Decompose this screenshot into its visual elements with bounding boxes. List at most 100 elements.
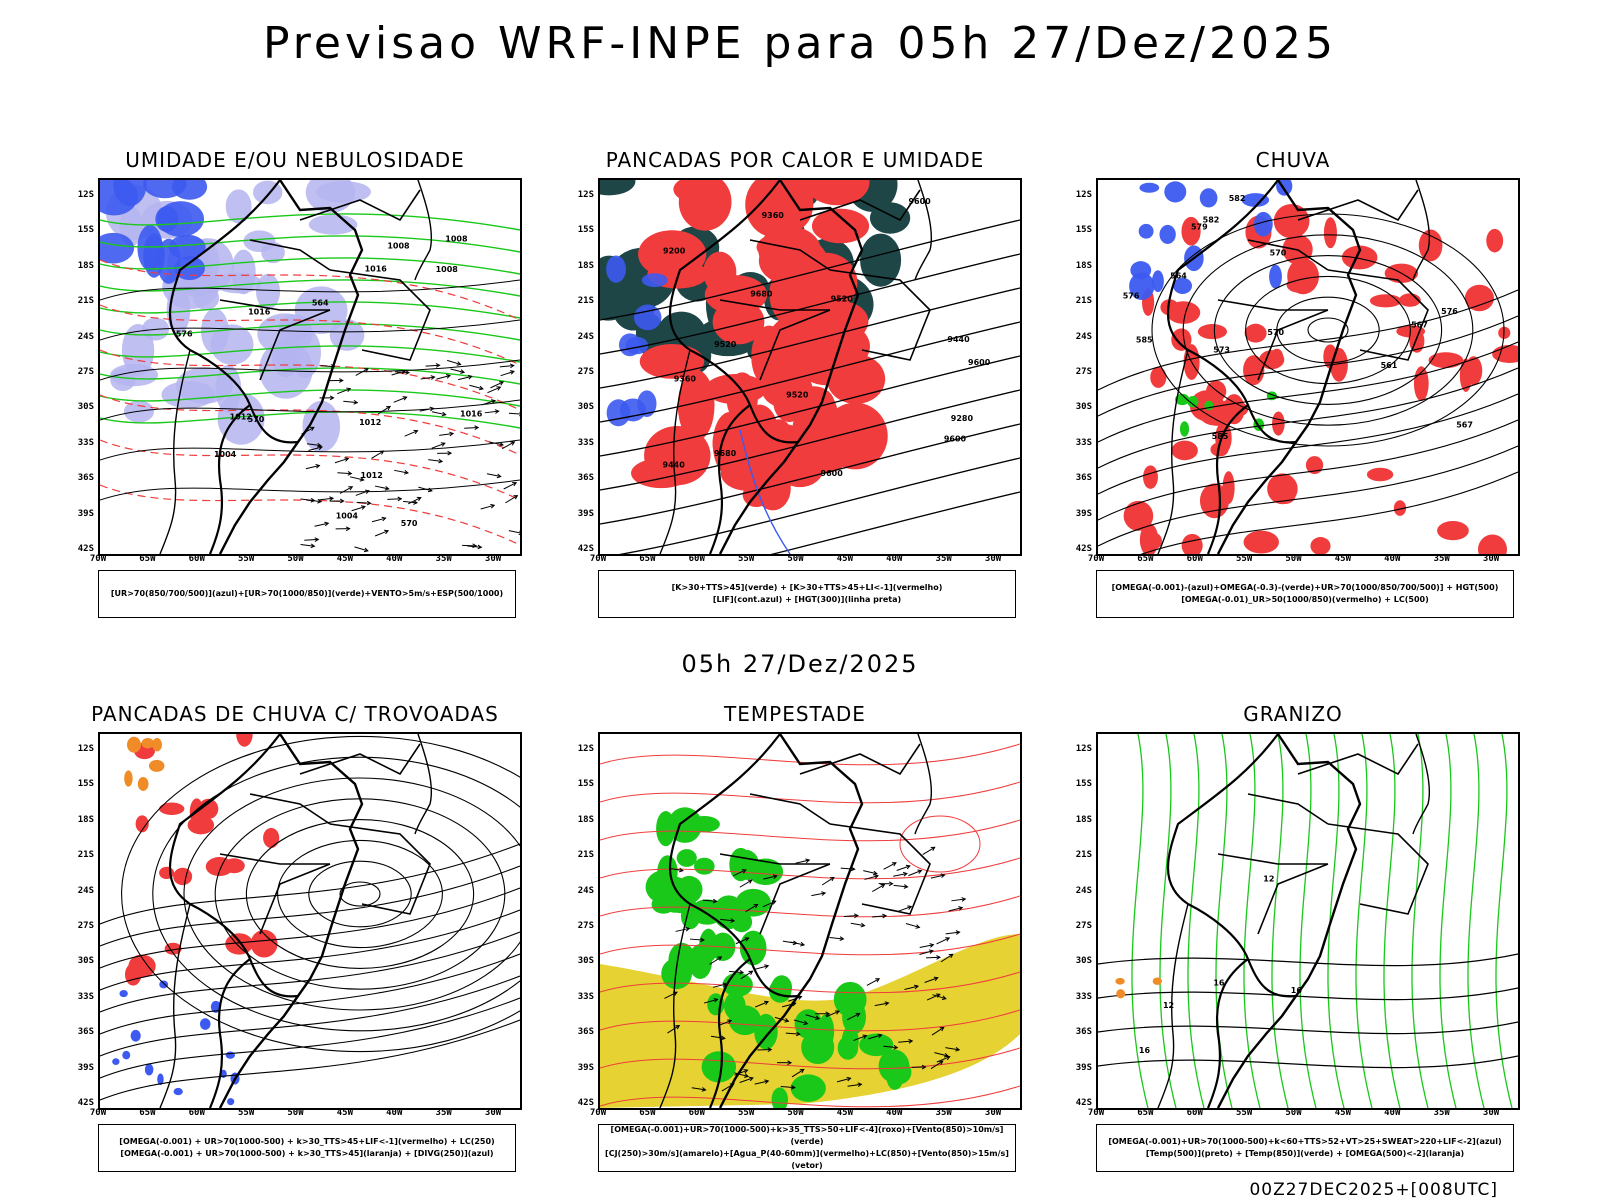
wind-vector-head: [496, 386, 502, 391]
wind-vector: [481, 400, 496, 406]
wind-vector-head: [860, 922, 866, 928]
wind-vector-head: [958, 906, 964, 911]
panel-title: PANCADAS POR CALOR E UMIDADE: [605, 148, 985, 172]
field-area: [171, 180, 208, 200]
field-area: [1130, 261, 1152, 280]
streamline: [1182, 234, 1474, 426]
coastline: [1412, 180, 1431, 281]
legend-line: [OMEGA(-0.001)+UR>70(1000-500)+k>35_TTS>…: [610, 1125, 1004, 1146]
field-area: [250, 929, 278, 958]
latitude-label: 42S: [1075, 544, 1092, 554]
latitude-label: 39S: [577, 508, 594, 519]
latitude-label: 21S: [77, 850, 94, 861]
longitude-label: 35W: [1433, 554, 1450, 564]
wind-vector: [754, 1080, 769, 1085]
wind-vector-head: [404, 470, 409, 475]
wind-vector-head: [730, 918, 736, 923]
field-area: [631, 458, 692, 489]
country-border: [208, 958, 251, 1108]
latitude-label: 12S: [577, 190, 594, 200]
contour-label: 1004: [214, 450, 237, 459]
field-area: [1393, 500, 1407, 516]
wind-vector: [314, 522, 329, 527]
legend-box: [UR>70(850/700/500)](azul)+[UR>70(1000/8…: [98, 570, 516, 618]
field-area: [1465, 356, 1483, 386]
legend-line: [OMEGA(-0.001) + UR>70(1000-500) + k>30_…: [119, 1137, 495, 1146]
streamline: [100, 865, 520, 947]
field-area: [1199, 188, 1218, 208]
panel-title: UMIDADE E/OU NEBULOSIDADE: [125, 148, 465, 172]
wind-vector: [763, 875, 777, 880]
state-border: [1217, 239, 1329, 311]
longitude-label: 55W: [238, 554, 255, 564]
wind-vector: [905, 923, 920, 928]
field-area: [1181, 533, 1203, 554]
field-area: [1305, 456, 1324, 475]
wind-vector-head: [456, 361, 462, 366]
state-border: [1257, 189, 1429, 381]
humidity-contour: [100, 235, 520, 253]
country-border: [159, 349, 191, 554]
contour-label: 1008: [445, 234, 468, 243]
pressure-contour: [100, 439, 520, 461]
wind-vector-head: [720, 1035, 726, 1041]
height-contour: [619, 457, 1020, 554]
wind-vector-head: [748, 1076, 754, 1082]
wind-vector-head: [799, 1068, 805, 1074]
pressure-contour: [100, 359, 520, 381]
latitude-label: 36S: [77, 473, 94, 484]
streamline: [600, 1047, 1020, 1070]
wind-vector: [936, 937, 950, 945]
field-area: [1366, 467, 1394, 482]
field-area: [1175, 393, 1190, 406]
field-area: [148, 759, 165, 772]
wind-vector: [795, 859, 810, 864]
wind-vector: [343, 400, 358, 404]
wind-vector-head: [915, 924, 921, 929]
field-area: [1204, 400, 1214, 411]
wind-vector: [480, 504, 495, 510]
wind-vector-head: [348, 486, 354, 491]
contour-label: 9600: [821, 469, 844, 478]
wind-vector-head: [921, 1064, 927, 1070]
latitude-label: 21S: [577, 296, 594, 307]
field-area: [822, 402, 888, 470]
wind-vector-head: [474, 425, 480, 431]
field-area: [213, 272, 262, 294]
field-area: [1139, 523, 1159, 554]
field-area: [1244, 323, 1267, 343]
wind-vector: [374, 485, 389, 490]
map-canvas: 5855855825765795825705765735645675615705…: [1098, 180, 1518, 554]
longitude-label: 65W: [639, 1108, 656, 1118]
humidity-contour: [100, 213, 520, 231]
wind-vector-head: [955, 930, 961, 935]
field-area: [606, 255, 626, 283]
height-contour: [600, 423, 1020, 525]
wind-vector-head: [945, 1055, 951, 1061]
wind-vector-head: [701, 1087, 707, 1092]
wind-vector-head: [449, 431, 455, 437]
longitude-label: 30W: [984, 1108, 1002, 1118]
wind-vector: [667, 1025, 680, 1034]
wind-vector: [934, 1052, 949, 1057]
wind-vector: [308, 446, 323, 451]
longitude-label: 60W: [688, 554, 705, 564]
contour-label: 9360: [674, 375, 697, 384]
contour-label: 570: [248, 415, 265, 424]
wind-vector-head: [510, 441, 516, 446]
temperature-850-contour: [1411, 734, 1429, 1108]
wind-vector: [836, 1077, 851, 1083]
wind-vector-head: [961, 897, 967, 902]
wind-vector: [349, 476, 364, 481]
wind-vector-head: [381, 516, 387, 522]
wind-vector-head: [712, 898, 718, 904]
field-area: [705, 1051, 729, 1079]
latitude-label: 30S: [1075, 402, 1092, 413]
wind-vector: [850, 922, 865, 927]
streamline: [600, 971, 1020, 994]
wind-vector-head: [438, 458, 444, 464]
streamline: [1098, 367, 1518, 469]
legend-line: [LIF](cont.azul) + [HGT(300)](linha pret…: [712, 595, 902, 604]
field-area: [1171, 328, 1192, 351]
field-area: [1197, 324, 1228, 340]
